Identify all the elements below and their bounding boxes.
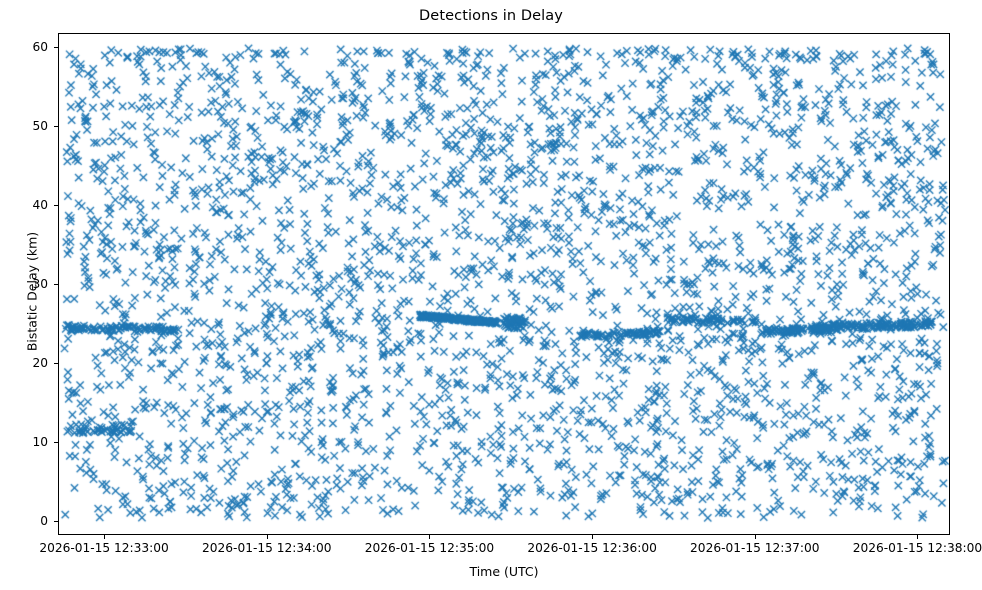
x-axis-label: Time (UTC) bbox=[469, 564, 539, 579]
y-tick-label: 20 bbox=[32, 355, 48, 370]
y-axis-label: Bistatic Delay (km) bbox=[24, 231, 40, 352]
x-tick-label: 2026-01-15 12:37:00 bbox=[690, 541, 820, 555]
y-tick-mark bbox=[54, 47, 58, 49]
x-tick-label: 2026-01-15 12:38:00 bbox=[852, 541, 982, 555]
y-tick-mark bbox=[54, 520, 58, 522]
x-tick-label: 2026-01-15 12:34:00 bbox=[202, 541, 332, 555]
x-tick-mark bbox=[429, 535, 431, 539]
page-title: Detections in Delay bbox=[419, 8, 563, 24]
y-tick-mark bbox=[54, 362, 58, 364]
y-tick-label: 60 bbox=[32, 40, 48, 55]
y-tick-label: 0 bbox=[40, 513, 48, 528]
y-tick-mark bbox=[54, 441, 58, 443]
scatter-plot-points bbox=[59, 34, 949, 534]
y-tick-label: 40 bbox=[32, 198, 48, 213]
x-tick-label: 2026-01-15 12:33:00 bbox=[39, 541, 169, 555]
x-tick-mark bbox=[754, 535, 756, 539]
x-tick-label: 2026-01-15 12:36:00 bbox=[527, 541, 657, 555]
y-tick-label: 30 bbox=[32, 277, 48, 291]
y-tick-mark bbox=[54, 284, 58, 285]
x-tick-mark bbox=[104, 535, 106, 539]
x-tick-mark bbox=[592, 535, 594, 539]
x-tick-mark bbox=[266, 535, 268, 539]
y-tick-mark bbox=[54, 126, 58, 128]
y-tick-label: 50 bbox=[32, 119, 48, 134]
x-tick-label: 2026-01-15 12:35:00 bbox=[364, 541, 495, 555]
y-tick-mark bbox=[54, 205, 58, 207]
plot-axes bbox=[58, 33, 950, 535]
y-tick-label: 10 bbox=[32, 434, 48, 449]
x-tick-mark bbox=[917, 535, 919, 539]
